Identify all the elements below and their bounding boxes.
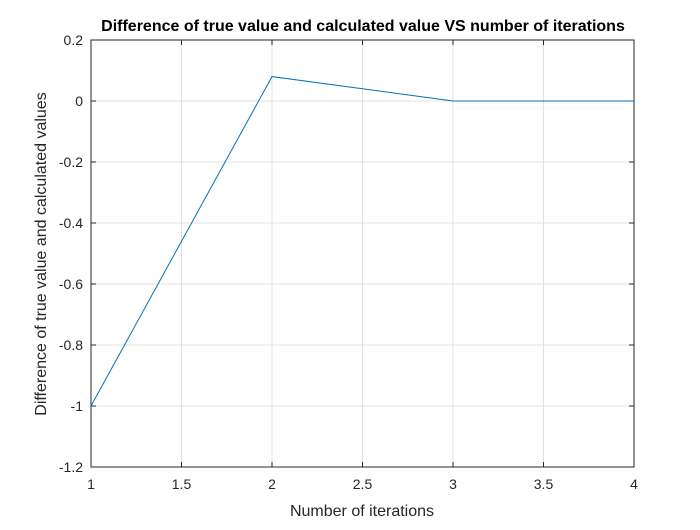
y-tick-label: -0.2 — [59, 154, 83, 170]
x-tick-label: 1 — [87, 476, 95, 492]
y-tick-label: 0.2 — [64, 32, 84, 48]
x-axis-label: Number of iterations — [290, 503, 434, 520]
y-axis-label: Difference of true value and calculated … — [33, 92, 50, 415]
x-tick-labels: 1 1.5 2 2.5 3 3.5 4 — [87, 476, 638, 492]
series-layer — [90, 76, 634, 407]
y-tick-label: 0 — [75, 93, 83, 109]
series-line — [90, 76, 634, 407]
y-tick-label: -1 — [71, 398, 84, 414]
x-tick-label: 3 — [449, 476, 457, 492]
axis-ticks — [90, 39, 635, 468]
y-tick-labels: 0.2 0 -0.2 -0.4 -0.6 -0.8 -1 -1.2 — [59, 32, 83, 475]
x-tick-label: 1.5 — [172, 476, 192, 492]
y-tick-label: -0.4 — [59, 215, 83, 231]
x-tick-label: 4 — [630, 476, 638, 492]
x-tick-label: 3.5 — [534, 476, 554, 492]
x-tick-label: 2.5 — [353, 476, 373, 492]
y-tick-label: -0.6 — [59, 276, 83, 292]
y-tick-label: -1.2 — [59, 459, 83, 475]
x-tick-label: 2 — [268, 476, 276, 492]
grid-lines — [90, 39, 635, 468]
y-tick-label: -0.8 — [59, 337, 83, 353]
chart-title: Difference of true value and calculated … — [101, 18, 625, 35]
